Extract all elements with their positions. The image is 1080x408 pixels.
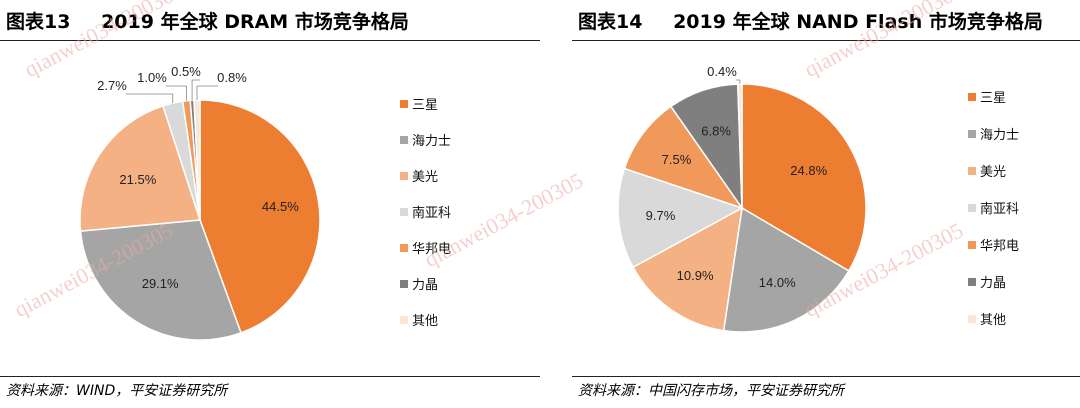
figure-number: 图表13 (6, 11, 71, 33)
legend-label: 美光 (980, 165, 1006, 180)
figure-header: 图表13 2019 年全球 DRAM 市场竞争格局 (0, 6, 540, 38)
legend-label: 南亚科 (412, 205, 451, 221)
legend-label: 其他 (980, 313, 1006, 328)
legend-label: 三星 (412, 98, 438, 113)
legend-swatch (400, 244, 408, 252)
slice-value-label: 0.8% (217, 70, 247, 85)
legend-swatch (968, 167, 976, 175)
slice-value-label: 1.0% (137, 70, 167, 85)
slice-value-label: 0.4% (707, 64, 737, 79)
legend-label: 力晶 (980, 276, 1006, 291)
figure-panel-dram: 图表13 2019 年全球 DRAM 市场竞争格局 44.5% 29.1% 21.5… (0, 6, 540, 399)
legend-label: 美光 (412, 170, 438, 185)
slice-value-label: 6.8% (701, 123, 731, 138)
title-divider (572, 40, 1080, 41)
source-divider (572, 376, 1080, 377)
source-divider (0, 376, 540, 377)
legend-label: 华邦电 (412, 242, 451, 257)
leader-line (126, 93, 174, 104)
legend-swatch (400, 136, 408, 144)
legend-label: 南亚科 (980, 201, 1019, 217)
slice-value-label: 24.8% (790, 163, 827, 178)
pie-slice-7 (193, 99, 201, 221)
slice-value-label: 14.0% (759, 275, 796, 290)
pie-slice-4 (617, 167, 744, 269)
legend-swatch (968, 315, 976, 323)
legend-swatch (968, 204, 976, 212)
legend-swatch (968, 278, 976, 286)
slice-value-label: 9.7% (646, 208, 676, 223)
leader-line (196, 85, 218, 101)
nand-pie-chart: 24.8% 14.0% 10.9% 9.7% 7.5% 6.8% 0.4% 三星海力士美光南亚… (617, 64, 1019, 333)
slice-value-label: 0.5% (171, 64, 201, 79)
pie-slice-3 (632, 206, 743, 332)
pie-slice-2 (79, 219, 242, 341)
figure-header: 图表14 2019 年全球 NAND Flash 市场竞争格局 (572, 6, 1080, 38)
pie-slice-5 (623, 105, 744, 210)
slice-value-label: 29.1% (142, 276, 179, 291)
chart-title: 2019 年全球 NAND Flash 市场竞争格局 (673, 11, 1043, 33)
legend-label: 海力士 (412, 134, 451, 149)
dram-pie-chart: 44.5% 29.1% 21.5% 2.7% 1.0% 0.5% 0.8% 三星海力士美光南亚… (79, 64, 451, 341)
source-note: 资料来源：中国闪存市场，平安证券研究所 (578, 383, 844, 399)
slice-value-label: 10.9% (677, 268, 714, 283)
legend-swatch (400, 280, 408, 288)
legend-label: 海力士 (980, 128, 1019, 143)
leader-line (166, 85, 187, 101)
pie-slice-1 (199, 99, 321, 334)
chart-title: 2019 年全球 DRAM 市场竞争格局 (101, 11, 409, 33)
source-note: 资料来源：WIND，平安证券研究所 (6, 383, 228, 399)
legend-swatch (400, 172, 408, 180)
leader-line (191, 79, 200, 101)
legend-swatch (400, 100, 408, 108)
legend-swatch (400, 316, 408, 324)
pie-slice-1 (741, 83, 867, 272)
pie-slice-3 (79, 104, 202, 232)
slice-value-label: 44.5% (262, 199, 299, 214)
leader-line (736, 79, 741, 85)
figure-number: 图表14 (578, 11, 643, 33)
title-divider (0, 40, 540, 41)
pie-slice-2 (722, 206, 850, 333)
legend-swatch (968, 93, 976, 101)
figure-panel-nand: 图表14 2019 年全球 NAND Flash 市场竞争格局 24.8% 14.… (572, 0, 1080, 408)
slice-value-label: 2.7% (97, 78, 127, 93)
legend-label: 华邦电 (980, 239, 1019, 254)
legend-label: 力晶 (412, 278, 438, 293)
slice-value-label: 21.5% (119, 172, 156, 187)
legend-label: 其他 (412, 314, 438, 329)
legend-swatch (968, 241, 976, 249)
legend-swatch (400, 208, 408, 216)
legend-label: 三星 (980, 91, 1006, 106)
legend-swatch (968, 130, 976, 138)
slice-value-label: 7.5% (662, 152, 692, 167)
